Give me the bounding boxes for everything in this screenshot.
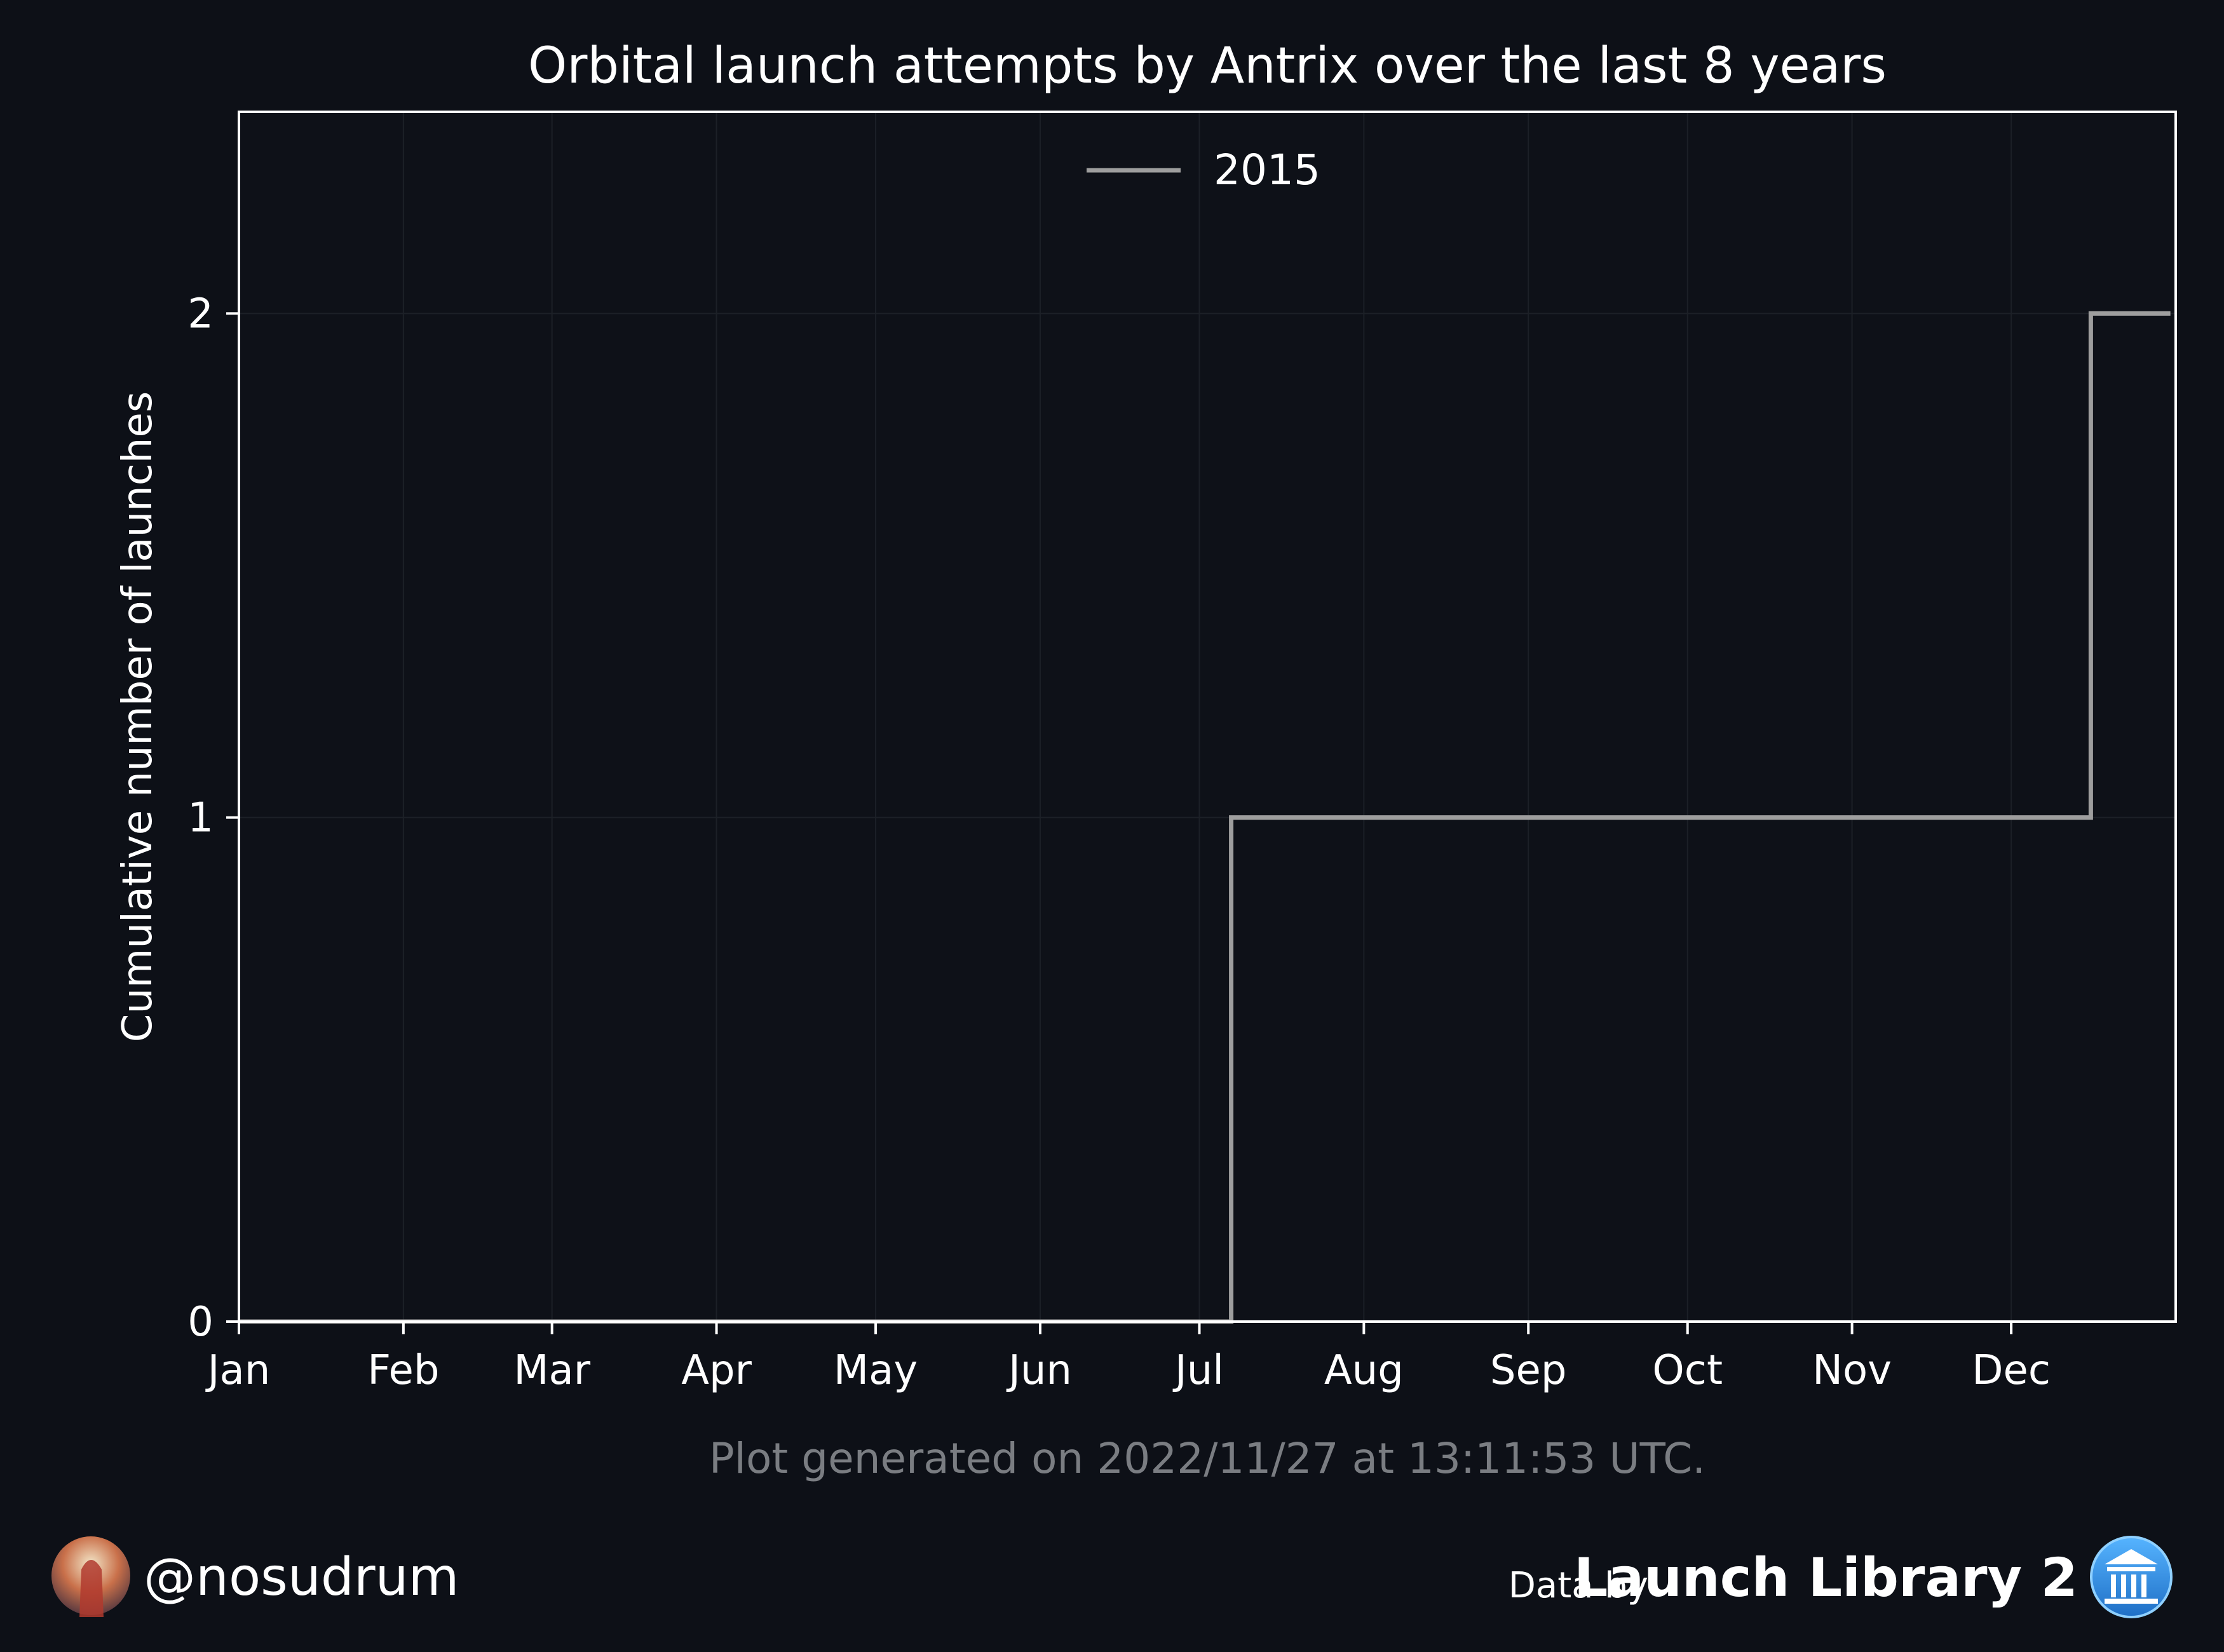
y-tick-label: 1 [187, 795, 214, 842]
legend-label-2015: 2015 [1214, 146, 1320, 194]
x-tick-label: Jan [205, 1347, 271, 1394]
author-credit: @nosudrum [51, 1536, 459, 1617]
x-tick-label: Sep [1490, 1347, 1567, 1394]
source-credit: Data by Launch Library 2 [1509, 1536, 2173, 1618]
y-tick-label: 2 [187, 290, 214, 337]
y-axis-label: Cumulative number of launches [114, 391, 161, 1042]
source-name: Launch Library 2 [1574, 1547, 2078, 1609]
generated-note: Plot generated on 2022/11/27 at 13:11:53… [709, 1434, 1705, 1483]
x-tick-label: Oct [1652, 1347, 1723, 1394]
author-handle: @nosudrum [144, 1547, 459, 1608]
institution-icon [2090, 1536, 2173, 1618]
x-tick-label: Mar [513, 1347, 590, 1394]
x-tick-label: Jul [1172, 1347, 1224, 1394]
y-tick-label: 0 [187, 1299, 214, 1346]
axes-frame [238, 111, 2177, 1323]
legend: 2015 [1087, 146, 1320, 194]
x-tick-label: Nov [1812, 1347, 1892, 1394]
x-tick-label: Jun [1006, 1347, 1072, 1394]
y-axis: 0 1 2 [187, 290, 239, 1346]
x-tick-label: Feb [367, 1347, 439, 1394]
chart-title: Orbital launch attempts by Antrix over t… [528, 37, 1887, 95]
x-tick-label: May [834, 1347, 918, 1394]
x-tick-label: Dec [1972, 1347, 2051, 1394]
x-tick-label: Apr [681, 1347, 752, 1394]
plot-area [239, 112, 2176, 1322]
x-tick-label: Aug [1324, 1347, 1404, 1394]
x-axis: Jan Feb Mar Apr May Jun Jul Aug Sep Oct Nov Dec [205, 1322, 2051, 1394]
data-by-label: Data by [1509, 1565, 1648, 1606]
avatar-figure [79, 1560, 104, 1617]
